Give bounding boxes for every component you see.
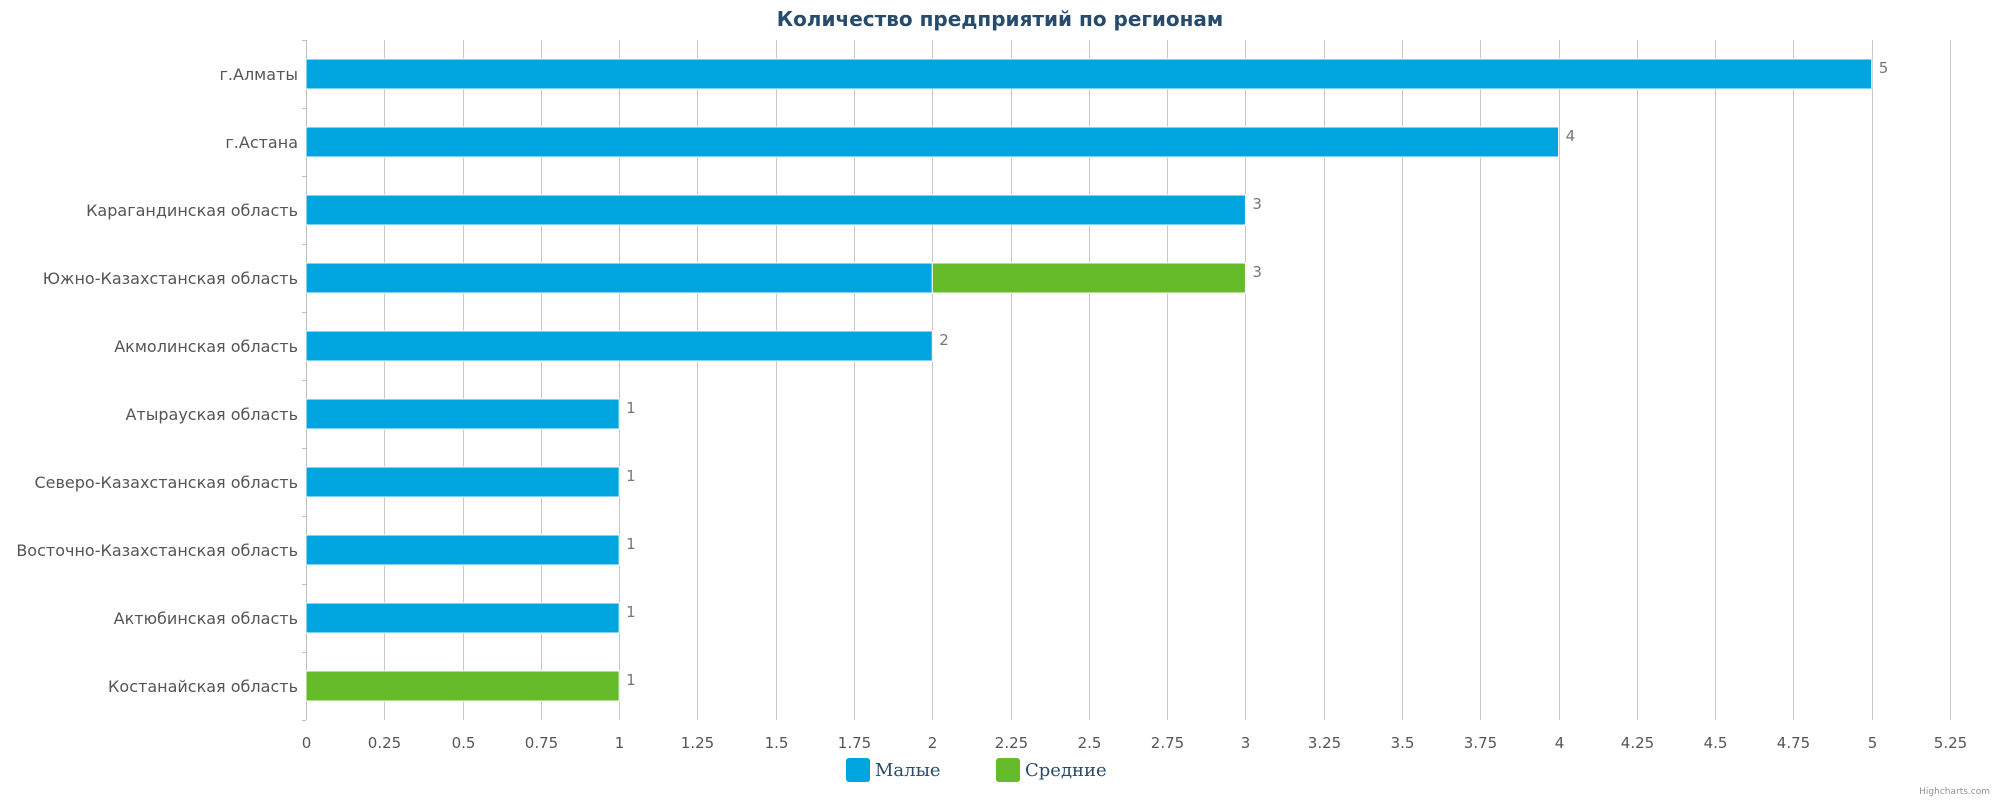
x-tick-label: 1.25 xyxy=(681,734,714,752)
bar-small[interactable] xyxy=(305,58,1873,90)
category-label: г.Алматы xyxy=(220,65,299,84)
x-tick-label: 1.75 xyxy=(838,734,871,752)
x-tick-label: 3.75 xyxy=(1464,734,1497,752)
legend-item-medium[interactable]: Средние xyxy=(996,758,1107,782)
category-labels: г.Алматы г.Астана Карагандинская область Юж… xyxy=(16,65,298,696)
x-tick-label: 5 xyxy=(1868,734,1878,752)
x-tick-label: 0.25 xyxy=(368,734,401,752)
bar-small[interactable] xyxy=(305,602,620,634)
bars xyxy=(305,58,1873,702)
x-tick-labels: 0 0.25 0.5 0.75 1 1.25 1.5 1.75 2 2.25 2.5 2.75 3 3.2… xyxy=(302,734,1967,752)
bar-small[interactable] xyxy=(305,194,1246,226)
bar-medium[interactable] xyxy=(305,670,620,702)
category-label: Северо-Казахстанская область xyxy=(34,473,298,492)
x-tick-label: 2 xyxy=(928,734,938,752)
data-label: 2 xyxy=(939,331,949,349)
x-tick-label: 1 xyxy=(615,734,625,752)
data-label: 3 xyxy=(1252,195,1262,213)
x-tick-label: 0.5 xyxy=(452,734,476,752)
bar-small[interactable] xyxy=(305,398,620,430)
category-label: Карагандинская область xyxy=(86,201,298,220)
bar-small[interactable] xyxy=(305,534,620,566)
x-tick-label: 2.75 xyxy=(1151,734,1184,752)
data-label: 4 xyxy=(1566,127,1576,145)
x-tick-label: 3.5 xyxy=(1391,734,1415,752)
x-tick-label: 3.25 xyxy=(1308,734,1341,752)
category-label: Атырауская область xyxy=(125,405,298,424)
data-label: 3 xyxy=(1252,263,1262,281)
data-labels: 5 4 3 3 2 1 1 1 1 1 xyxy=(626,59,1888,689)
x-tick-label: 0.75 xyxy=(525,734,558,752)
x-tick-label: 1.5 xyxy=(765,734,789,752)
chart-title: Количество предприятий по регионам xyxy=(777,7,1224,31)
x-tick-label: 0 xyxy=(302,734,312,752)
x-tick-label: 2.5 xyxy=(1078,734,1102,752)
data-label: 5 xyxy=(1879,59,1889,77)
legend-swatch xyxy=(846,758,870,782)
bar-small[interactable] xyxy=(305,330,933,362)
category-label: Актюбинская область xyxy=(114,609,298,628)
legend: Малые Средние xyxy=(846,758,1107,782)
data-label: 1 xyxy=(626,535,636,553)
category-label: Костанайская область xyxy=(108,677,298,696)
bar-small[interactable] xyxy=(305,262,933,294)
x-tick-label: 4.75 xyxy=(1777,734,1810,752)
x-tick-label: 2.25 xyxy=(995,734,1028,752)
legend-item-small[interactable]: Малые xyxy=(846,758,941,782)
bar-small[interactable] xyxy=(305,466,620,498)
data-label: 1 xyxy=(626,671,636,689)
bar-medium[interactable] xyxy=(931,262,1246,294)
data-label: 1 xyxy=(626,399,636,417)
category-label: Акмолинская область xyxy=(114,337,298,356)
x-tick-label: 3 xyxy=(1241,734,1251,752)
legend-label: Малые xyxy=(875,760,941,781)
data-label: 1 xyxy=(626,467,636,485)
category-label: Восточно-Казахстанская область xyxy=(16,541,298,560)
legend-swatch xyxy=(996,758,1020,782)
category-label: Южно-Казахстанская область xyxy=(43,269,298,288)
x-tick-label: 4.25 xyxy=(1621,734,1654,752)
bar-small[interactable] xyxy=(305,126,1560,158)
x-tick-label: 5.25 xyxy=(1934,734,1967,752)
x-tick-label: 4.5 xyxy=(1704,734,1728,752)
credits-link[interactable]: Highcharts.com xyxy=(1919,787,1990,797)
legend-label: Средние xyxy=(1025,760,1107,781)
data-label: 1 xyxy=(626,603,636,621)
category-label: г.Астана xyxy=(225,133,298,152)
x-tick-label: 4 xyxy=(1555,734,1565,752)
